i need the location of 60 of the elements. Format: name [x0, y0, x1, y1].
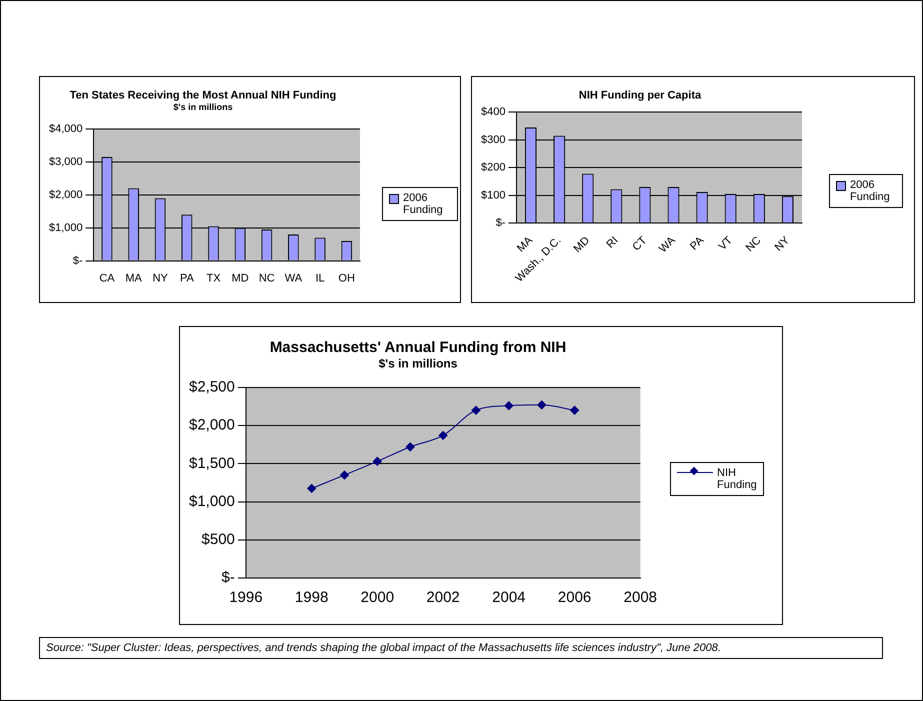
y-tick-label: $1,500 — [188, 454, 235, 472]
x-tick-label: 2008 — [624, 589, 658, 606]
legend-label: 2006 Funding — [403, 192, 444, 216]
y-tick-label: $- — [72, 254, 83, 267]
chart-title: Ten States Receiving the Most Annual NIH Funding — [70, 90, 336, 102]
x-tick-label: RI — [604, 234, 621, 251]
point — [504, 401, 514, 410]
x-tick-label: 1998 — [294, 589, 328, 606]
source-note: Source: "Super Cluster: Ideas, perspectives, and trends shaping the global impact of the Massachusetts life sciences industry", June 2008. — [39, 637, 883, 659]
point — [406, 442, 415, 452]
chart-subtitle: $'s in millions — [173, 102, 233, 112]
point — [438, 430, 448, 440]
x-tick-label: 2006 — [558, 589, 592, 606]
point — [307, 484, 316, 493]
y-tick-label: $100 — [480, 189, 506, 202]
x-tick-label: WA — [284, 272, 303, 284]
x-tick-label: 2004 — [492, 589, 526, 606]
point — [537, 400, 546, 410]
x-tick-label: 2000 — [360, 589, 394, 606]
x-tick-label: PA — [688, 234, 707, 253]
point — [372, 456, 382, 466]
x-tick-label: NY — [152, 272, 169, 284]
x-tick-label: OH — [338, 272, 355, 284]
x-tick-label: WA — [657, 234, 678, 256]
y-tick-label: $500 — [202, 531, 235, 548]
y-tick-label: $1,000 — [188, 492, 235, 510]
y-tick-label: $300 — [480, 134, 506, 146]
x-tick-label: MA — [514, 234, 536, 255]
legend-label: NIH Funding — [717, 467, 757, 491]
y-tick-label: $200 — [480, 162, 506, 174]
x-tick-label: NC — [744, 234, 764, 254]
x-tick-label: 2002 — [426, 589, 460, 606]
chart-title: Massachusetts' Annual Funding from NIH — [270, 339, 566, 356]
point — [471, 406, 480, 415]
y-tick-label: $2,000 — [188, 416, 235, 434]
point — [340, 470, 349, 480]
x-tick-label: 1996 — [229, 589, 263, 606]
y-tick-label: $- — [496, 217, 506, 230]
x-tick-label: MD — [232, 272, 249, 284]
x-tick-label: VT — [716, 234, 736, 253]
y-tick-label: $400 — [480, 106, 506, 118]
y-tick-label: $- — [222, 569, 235, 586]
x-tick-label: PA — [180, 272, 194, 284]
x-tick-label: CA — [99, 272, 116, 284]
x-tick-label: CT — [630, 234, 650, 254]
x-tick-label: TX — [206, 272, 222, 284]
x-tick-label: NC — [258, 272, 275, 284]
x-tick-label: IL — [315, 272, 325, 284]
y-tick-label: $1,000 — [48, 222, 83, 234]
point — [570, 406, 580, 415]
x-tick-label: MD — [572, 234, 592, 256]
x-tick-label: MA — [125, 272, 143, 284]
x-tick-label: NY — [772, 234, 792, 254]
legend-label: 2006 Funding — [850, 179, 891, 203]
y-tick-label: $3,000 — [48, 156, 83, 168]
chart-subtitle: $'s in millions — [378, 356, 458, 371]
chart-title: NIH Funding per Capita — [578, 90, 702, 102]
y-tick-label: $2,500 — [188, 378, 235, 396]
y-tick-label: $4,000 — [48, 123, 83, 136]
y-tick-label: $2,000 — [48, 188, 83, 201]
